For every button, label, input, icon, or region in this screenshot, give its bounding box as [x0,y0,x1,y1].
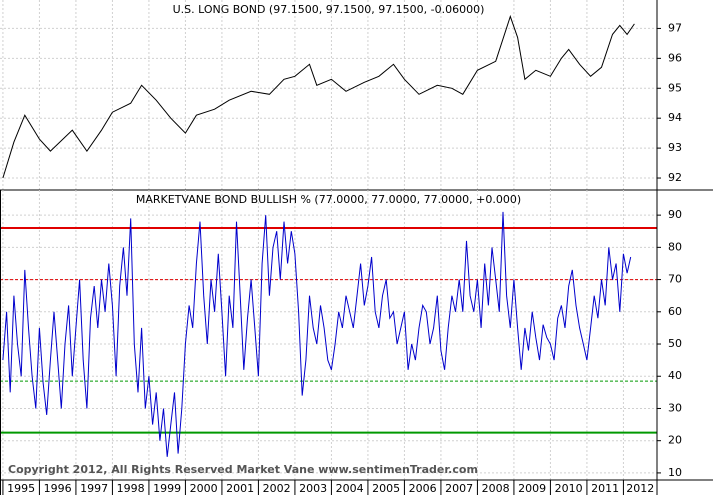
panel-title: MARKETVANE BOND BULLISH % (77.0000, 77.0… [136,193,521,206]
x-tick-label: 1995 [7,482,35,495]
x-tick-label: 2009 [518,482,546,495]
footer: Copyright 2012, All Rights Reserved Mark… [8,463,478,476]
x-tick-label: 2004 [336,482,364,495]
data-line [2,211,632,457]
x-tick-label: 2006 [409,482,437,495]
x-tick-label: 2005 [372,482,400,495]
x-tick-label: 1999 [153,482,181,495]
x-tick-label: 2002 [263,482,291,495]
y-tick-label: 90 [668,208,682,221]
panel-title: U.S. LONG BOND (97.1500, 97.1500, 97.150… [173,3,485,16]
y-tick-label: 93 [668,141,682,154]
y-tick-label: 50 [668,337,682,350]
y-tick-label: 92 [668,171,682,184]
x-tick-label: 2011 [591,482,619,495]
y-tick-label: 30 [668,401,682,414]
x-tick-label: 2003 [299,482,327,495]
data-line [2,14,635,179]
x-tick-label: 1998 [117,482,145,495]
x-tick-label: 1997 [80,482,108,495]
x-tick-label: 2012 [626,482,654,495]
y-tick-label: 97 [668,21,682,34]
y-tick-label: 95 [668,81,682,94]
y-tick-label: 96 [668,51,682,64]
x-tick-label: 2000 [190,482,218,495]
y-tick-label: 20 [668,434,682,447]
y-tick-label: 70 [668,273,682,286]
x-tick-label: 2010 [555,482,583,495]
x-tick-label: 2007 [445,482,473,495]
y-tick-label: 40 [668,369,682,382]
x-tick-label: 2001 [226,482,254,495]
x-tick-label: 2008 [482,482,510,495]
y-tick-label: 94 [668,111,682,124]
y-tick-label: 80 [668,240,682,253]
x-tick-label: 1996 [44,482,72,495]
y-tick-label: 60 [668,305,682,318]
y-tick-label: 10 [668,466,682,479]
